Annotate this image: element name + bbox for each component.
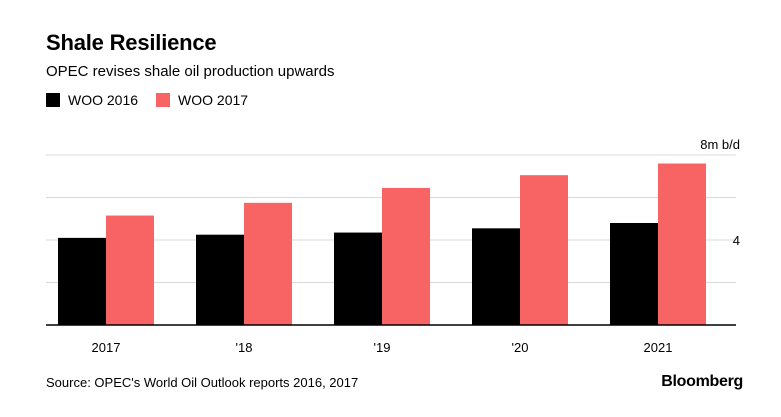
legend-label-woo-2017: WOO 2017 xyxy=(178,92,249,108)
y-tick-label: 8m b/d xyxy=(700,137,740,152)
y-tick-label: 4 xyxy=(733,233,740,248)
chart-title: Shale Resilience xyxy=(46,30,217,55)
legend-item-woo-2017: WOO 2017 xyxy=(156,92,248,108)
bar-woo-2016 xyxy=(196,234,244,325)
legend-swatch-woo-2017 xyxy=(156,93,171,107)
bar-woo-2017 xyxy=(244,202,292,325)
bar-woo-2017 xyxy=(658,163,706,325)
bar-woo-2017 xyxy=(382,187,430,325)
brand-logo: Bloomberg xyxy=(661,373,743,390)
legend: WOO 2016 WOO 2017 xyxy=(46,92,266,108)
x-tick-label: '18 xyxy=(236,340,253,355)
bar-woo-2016 xyxy=(610,223,658,325)
x-tick-label: 2021 xyxy=(644,340,673,355)
x-tick-label: '20 xyxy=(512,340,529,355)
bar-woo-2016 xyxy=(472,228,520,325)
bar-woo-2017 xyxy=(106,215,154,325)
x-tick-label: 2017 xyxy=(92,340,121,355)
legend-swatch-woo-2016 xyxy=(46,93,60,107)
bar-woo-2016 xyxy=(58,237,106,325)
legend-item-woo-2016: WOO 2016 xyxy=(46,92,138,108)
source-note: Source: OPEC's World Oil Outlook reports… xyxy=(46,375,359,390)
legend-label-woo-2016: WOO 2016 xyxy=(68,92,139,108)
bar-woo-2017 xyxy=(520,175,568,325)
bar-woo-2016 xyxy=(334,232,382,325)
x-tick-label: '19 xyxy=(374,340,391,355)
chart-subtitle: OPEC revises shale oil production upward… xyxy=(46,63,335,80)
